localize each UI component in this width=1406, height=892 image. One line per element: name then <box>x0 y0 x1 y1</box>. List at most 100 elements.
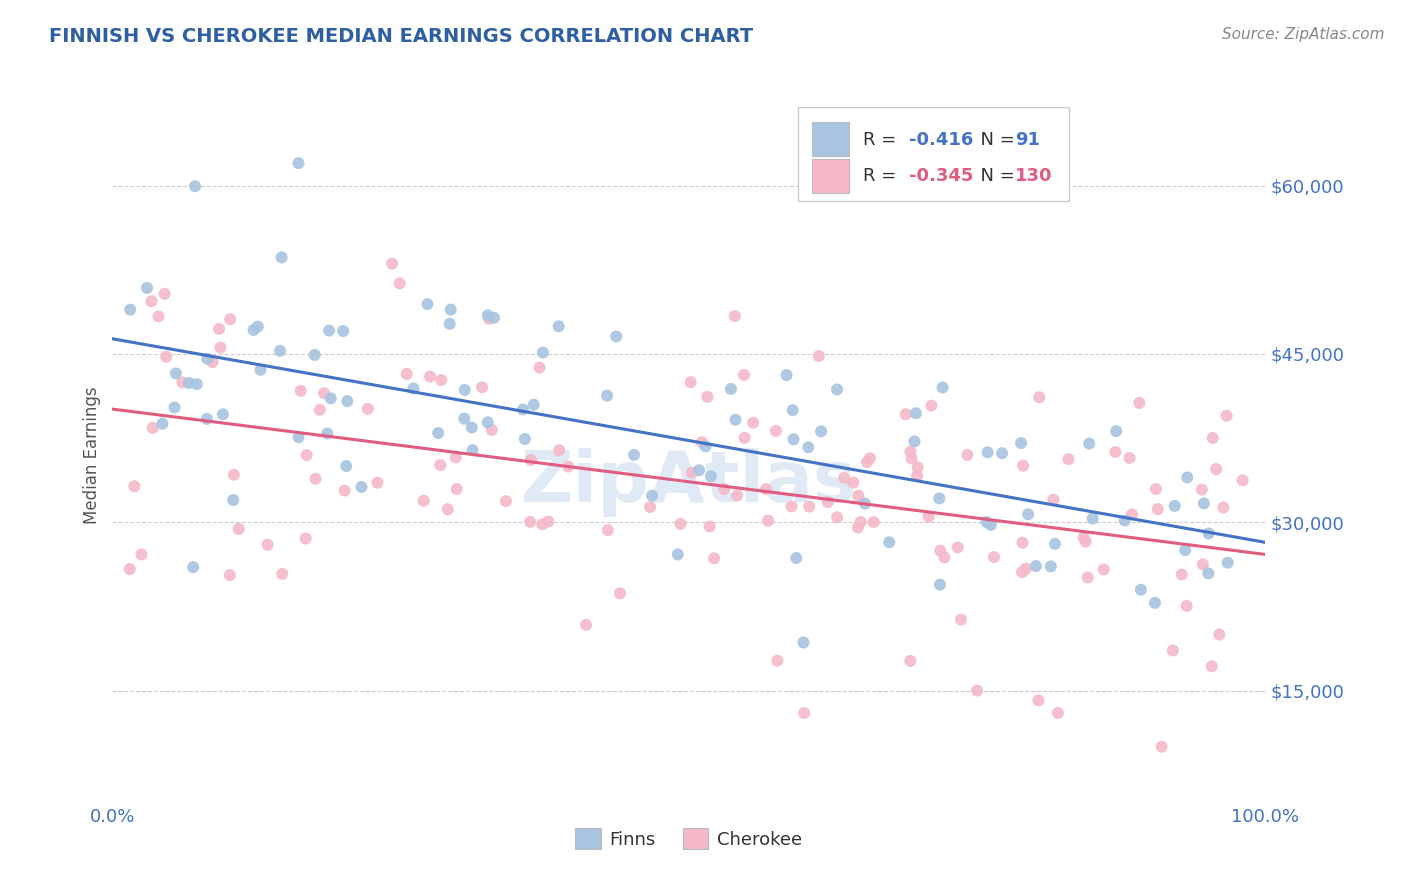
Point <box>832 471 855 485</box>
Point <box>742 416 765 430</box>
Point <box>825 510 848 524</box>
Point <box>201 355 224 369</box>
Point <box>319 392 342 406</box>
Point <box>256 538 278 552</box>
Point <box>797 440 820 454</box>
Point <box>308 402 330 417</box>
Point <box>903 434 925 449</box>
Point <box>1215 409 1237 423</box>
Point <box>304 348 326 362</box>
Point <box>1232 474 1254 488</box>
Point <box>446 482 468 496</box>
Point <box>333 483 356 498</box>
Point <box>825 383 848 397</box>
Point <box>966 683 988 698</box>
Y-axis label: Median Earnings: Median Earnings <box>83 386 101 524</box>
Point <box>755 482 778 496</box>
Point <box>427 425 450 440</box>
Point <box>481 423 503 437</box>
Point <box>436 502 458 516</box>
Point <box>807 349 830 363</box>
Point <box>429 458 451 472</box>
Point <box>1017 508 1039 522</box>
Point <box>155 350 177 364</box>
Point <box>118 562 141 576</box>
Point <box>172 376 194 390</box>
Point <box>249 363 271 377</box>
Point <box>900 444 922 458</box>
Point <box>1042 492 1064 507</box>
Point <box>956 448 979 462</box>
Point <box>1192 496 1215 510</box>
Point <box>195 351 218 366</box>
Point <box>817 495 839 509</box>
Point <box>734 431 756 445</box>
Point <box>713 482 735 496</box>
Point <box>141 294 163 309</box>
Point <box>842 475 865 490</box>
Point <box>596 388 619 402</box>
Point <box>695 439 717 453</box>
Point <box>136 281 159 295</box>
Point <box>228 522 250 536</box>
Point <box>1039 559 1062 574</box>
Point <box>271 566 294 581</box>
Point <box>929 577 952 591</box>
Point <box>782 432 804 446</box>
Point <box>222 493 245 508</box>
Point <box>1197 566 1219 581</box>
Point <box>1011 535 1033 549</box>
Point <box>724 412 747 426</box>
Point <box>1015 561 1038 575</box>
Text: 130: 130 <box>1015 167 1053 185</box>
Point <box>222 467 245 482</box>
Point <box>1104 445 1126 459</box>
Point <box>703 551 725 566</box>
Point <box>350 480 373 494</box>
Point <box>453 383 475 397</box>
Point <box>165 367 187 381</box>
Point <box>1170 567 1192 582</box>
Point <box>1202 431 1225 445</box>
Point <box>336 394 359 409</box>
Point <box>848 489 870 503</box>
Point <box>1028 693 1050 707</box>
Point <box>898 654 921 668</box>
Text: -0.416: -0.416 <box>910 131 973 149</box>
Point <box>120 302 142 317</box>
Text: Source: ZipAtlas.com: Source: ZipAtlas.com <box>1222 27 1385 42</box>
Point <box>991 446 1014 460</box>
Point <box>520 453 543 467</box>
Point <box>381 257 404 271</box>
Point <box>477 308 499 322</box>
Point <box>531 517 554 532</box>
Point <box>246 319 269 334</box>
Point <box>1028 390 1050 404</box>
Point <box>782 403 804 417</box>
Point <box>946 541 969 555</box>
Text: ZipAtlas: ZipAtlas <box>522 449 856 517</box>
Point <box>1129 582 1152 597</box>
Point <box>1192 558 1215 572</box>
Point <box>1118 450 1140 465</box>
Point <box>142 421 165 435</box>
Point <box>894 407 917 421</box>
Point <box>849 515 872 529</box>
Point <box>792 635 814 649</box>
Point <box>733 368 755 382</box>
Point <box>1143 596 1166 610</box>
Point <box>1144 482 1167 496</box>
Point <box>512 402 534 417</box>
Point <box>416 297 439 311</box>
FancyBboxPatch shape <box>813 122 849 156</box>
Point <box>181 560 204 574</box>
Point <box>605 329 627 343</box>
Point <box>928 491 950 506</box>
Point <box>931 380 953 394</box>
Point <box>1073 531 1095 545</box>
Point <box>810 425 832 439</box>
Point <box>332 324 354 338</box>
Text: N =: N = <box>969 167 1015 185</box>
Point <box>1010 436 1032 450</box>
Point <box>461 420 484 434</box>
